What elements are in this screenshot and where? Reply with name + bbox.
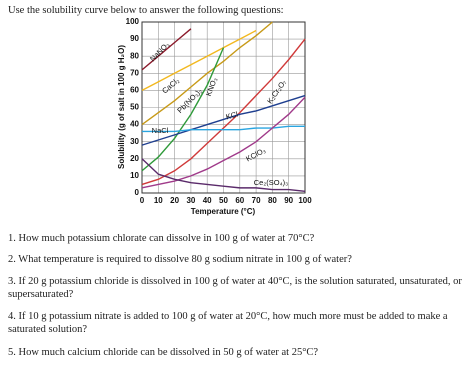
curve-label: Ce₂(SO₄)₃ (254, 178, 288, 187)
question: 4. If 10 g potassium nitrate is added to… (8, 311, 448, 335)
question: 1. How much potassium chlorate can disso… (8, 233, 315, 244)
plot-frame (141, 21, 306, 194)
x-tick-label: 50 (219, 196, 228, 205)
x-tick-label: 30 (186, 196, 195, 205)
y-tick-label: 40 (130, 120, 139, 129)
y-axis-title: Solubility (g of salt in 100 g H₂O) (117, 45, 126, 169)
y-tick-label: 60 (130, 86, 139, 95)
x-tick-label: 80 (268, 196, 277, 205)
x-tick-label: 100 (298, 196, 312, 205)
solubility-curve (141, 47, 225, 172)
instructions: Use the solubility curve below to answer… (8, 5, 284, 16)
curve-label: NaCl (152, 126, 169, 135)
solubility-curve (141, 28, 192, 71)
x-tick-label: 40 (203, 196, 212, 205)
question: 2. What temperature is required to disso… (8, 254, 352, 265)
y-tick-label: 100 (126, 17, 140, 26)
y-tick-label: 70 (130, 68, 139, 77)
x-tick-label: 10 (154, 196, 163, 205)
x-tick-label: 20 (170, 196, 179, 205)
curve-label: KNO₃ (204, 76, 219, 97)
question: 3. If 20 g potassium chloride is dissolv… (8, 276, 462, 300)
solubility-curve (142, 125, 305, 133)
y-tick-label: 80 (130, 51, 139, 60)
y-tick-label: 90 (130, 34, 139, 43)
x-tick-label: 60 (235, 196, 244, 205)
x-axis-title: Temperature (°C) (191, 207, 256, 216)
solubility-curve (141, 158, 306, 192)
question: 5. How much calcium chloride can be diss… (8, 347, 319, 358)
y-tick-label: 20 (130, 154, 139, 163)
x-tick-label: 0 (140, 196, 145, 205)
curve-label: KClO₃ (244, 146, 267, 164)
x-tick-label: 70 (252, 196, 261, 205)
y-tick-label: 0 (135, 188, 140, 197)
y-tick-label: 30 (130, 137, 139, 146)
curve-label: KCl (225, 110, 239, 122)
chart: Solubility (g of salt in 100 g H₂O) Temp… (117, 17, 312, 216)
x-tick-label: 90 (284, 196, 293, 205)
solubility-curve (141, 94, 306, 146)
solubility-curve (141, 29, 257, 92)
solubility-curve (141, 38, 306, 186)
solubility-curve (141, 21, 273, 126)
y-tick-label: 10 (130, 171, 139, 180)
y-tick-label: 50 (130, 103, 139, 112)
solubility-curve (141, 96, 306, 189)
curve-label: NaNO₃ (148, 40, 171, 63)
